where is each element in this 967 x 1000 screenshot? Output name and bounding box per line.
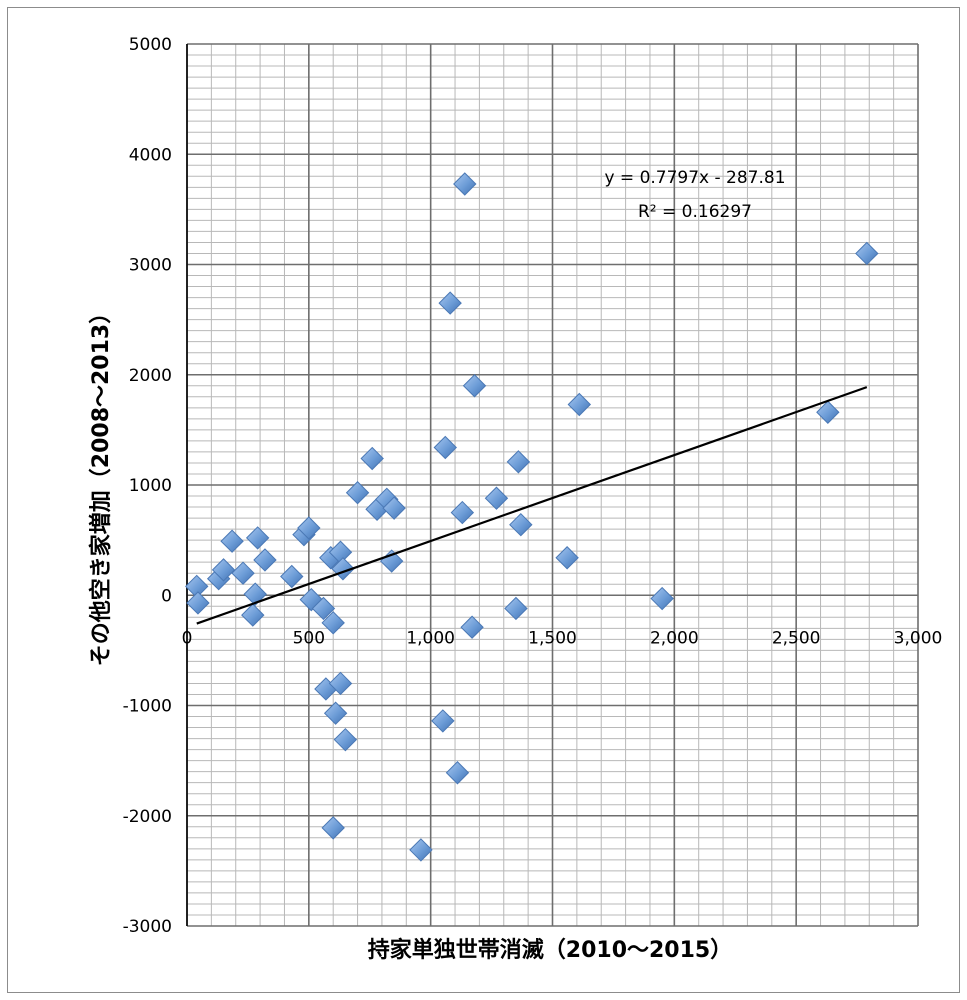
data-point	[555, 546, 579, 570]
data-point	[243, 582, 267, 606]
y-tick-label: -2000	[123, 807, 172, 827]
x-tick-label: 2,000	[650, 628, 699, 648]
x-tick-label: 0	[182, 628, 193, 648]
data-point	[816, 400, 840, 424]
data-point	[245, 526, 270, 550]
data-point	[650, 586, 674, 611]
x-axis-title: 持家単独世帯消滅（2010～2015）	[368, 937, 732, 963]
data-point	[321, 816, 345, 840]
data-point	[506, 450, 531, 474]
r-squared-label: R² = 0.16297	[638, 202, 752, 222]
data-point	[450, 500, 475, 525]
trendline-layer	[196, 386, 868, 625]
data-point	[462, 374, 487, 398]
data-point	[484, 486, 509, 510]
data-point	[438, 291, 462, 315]
data-point	[241, 603, 265, 627]
y-axis-tick-labels: -3000 -2000 -1000 0 1000 2000 3000 4000 5000	[123, 35, 172, 937]
x-tick-label: 500	[293, 628, 325, 648]
data-point	[321, 611, 345, 635]
data-points	[185, 172, 879, 862]
data-point	[311, 596, 336, 621]
data-point	[453, 172, 477, 196]
trendline	[196, 386, 868, 625]
data-point	[345, 481, 370, 505]
x-tick-label: 3,000	[894, 628, 943, 648]
data-point	[504, 596, 528, 621]
y-tick-label: -3000	[123, 917, 172, 937]
major-gridlines	[186, 43, 919, 927]
data-point	[323, 701, 348, 725]
data-point	[460, 615, 484, 639]
x-tick-label: 1,500	[528, 628, 577, 648]
y-tick-label: 1000	[129, 476, 172, 496]
x-axis-tick-labels: 0 500 1,000 1,500 2,000 2,500 3,000	[182, 628, 943, 648]
y-tick-label: 4000	[129, 145, 172, 165]
data-point	[231, 561, 255, 585]
data-point	[328, 671, 353, 696]
data-point	[382, 496, 406, 520]
y-tick-label: 0	[161, 586, 172, 606]
data-point	[445, 761, 470, 785]
data-point	[509, 512, 533, 537]
data-point	[567, 392, 592, 417]
x-tick-label: 1,000	[406, 628, 455, 648]
trendline-equation: y = 0.7797x - 287.81	[604, 168, 785, 188]
data-point	[433, 435, 457, 460]
y-tick-label: 2000	[129, 366, 172, 386]
y-tick-label: 5000	[129, 35, 172, 55]
data-point	[220, 529, 244, 553]
data-point	[186, 591, 210, 615]
data-point	[409, 838, 433, 862]
data-point	[855, 241, 879, 266]
data-point	[360, 446, 384, 471]
y-tick-label: -1000	[123, 697, 172, 717]
data-point	[333, 727, 358, 752]
data-point	[280, 564, 304, 589]
data-point	[253, 548, 277, 572]
data-point	[431, 709, 455, 733]
y-tick-label: 3000	[129, 256, 172, 276]
data-point	[297, 516, 321, 540]
y-axis-title: その他空き家増加（2008～2013）	[88, 302, 114, 666]
data-point	[211, 558, 236, 582]
x-tick-label: 2,500	[772, 628, 821, 648]
